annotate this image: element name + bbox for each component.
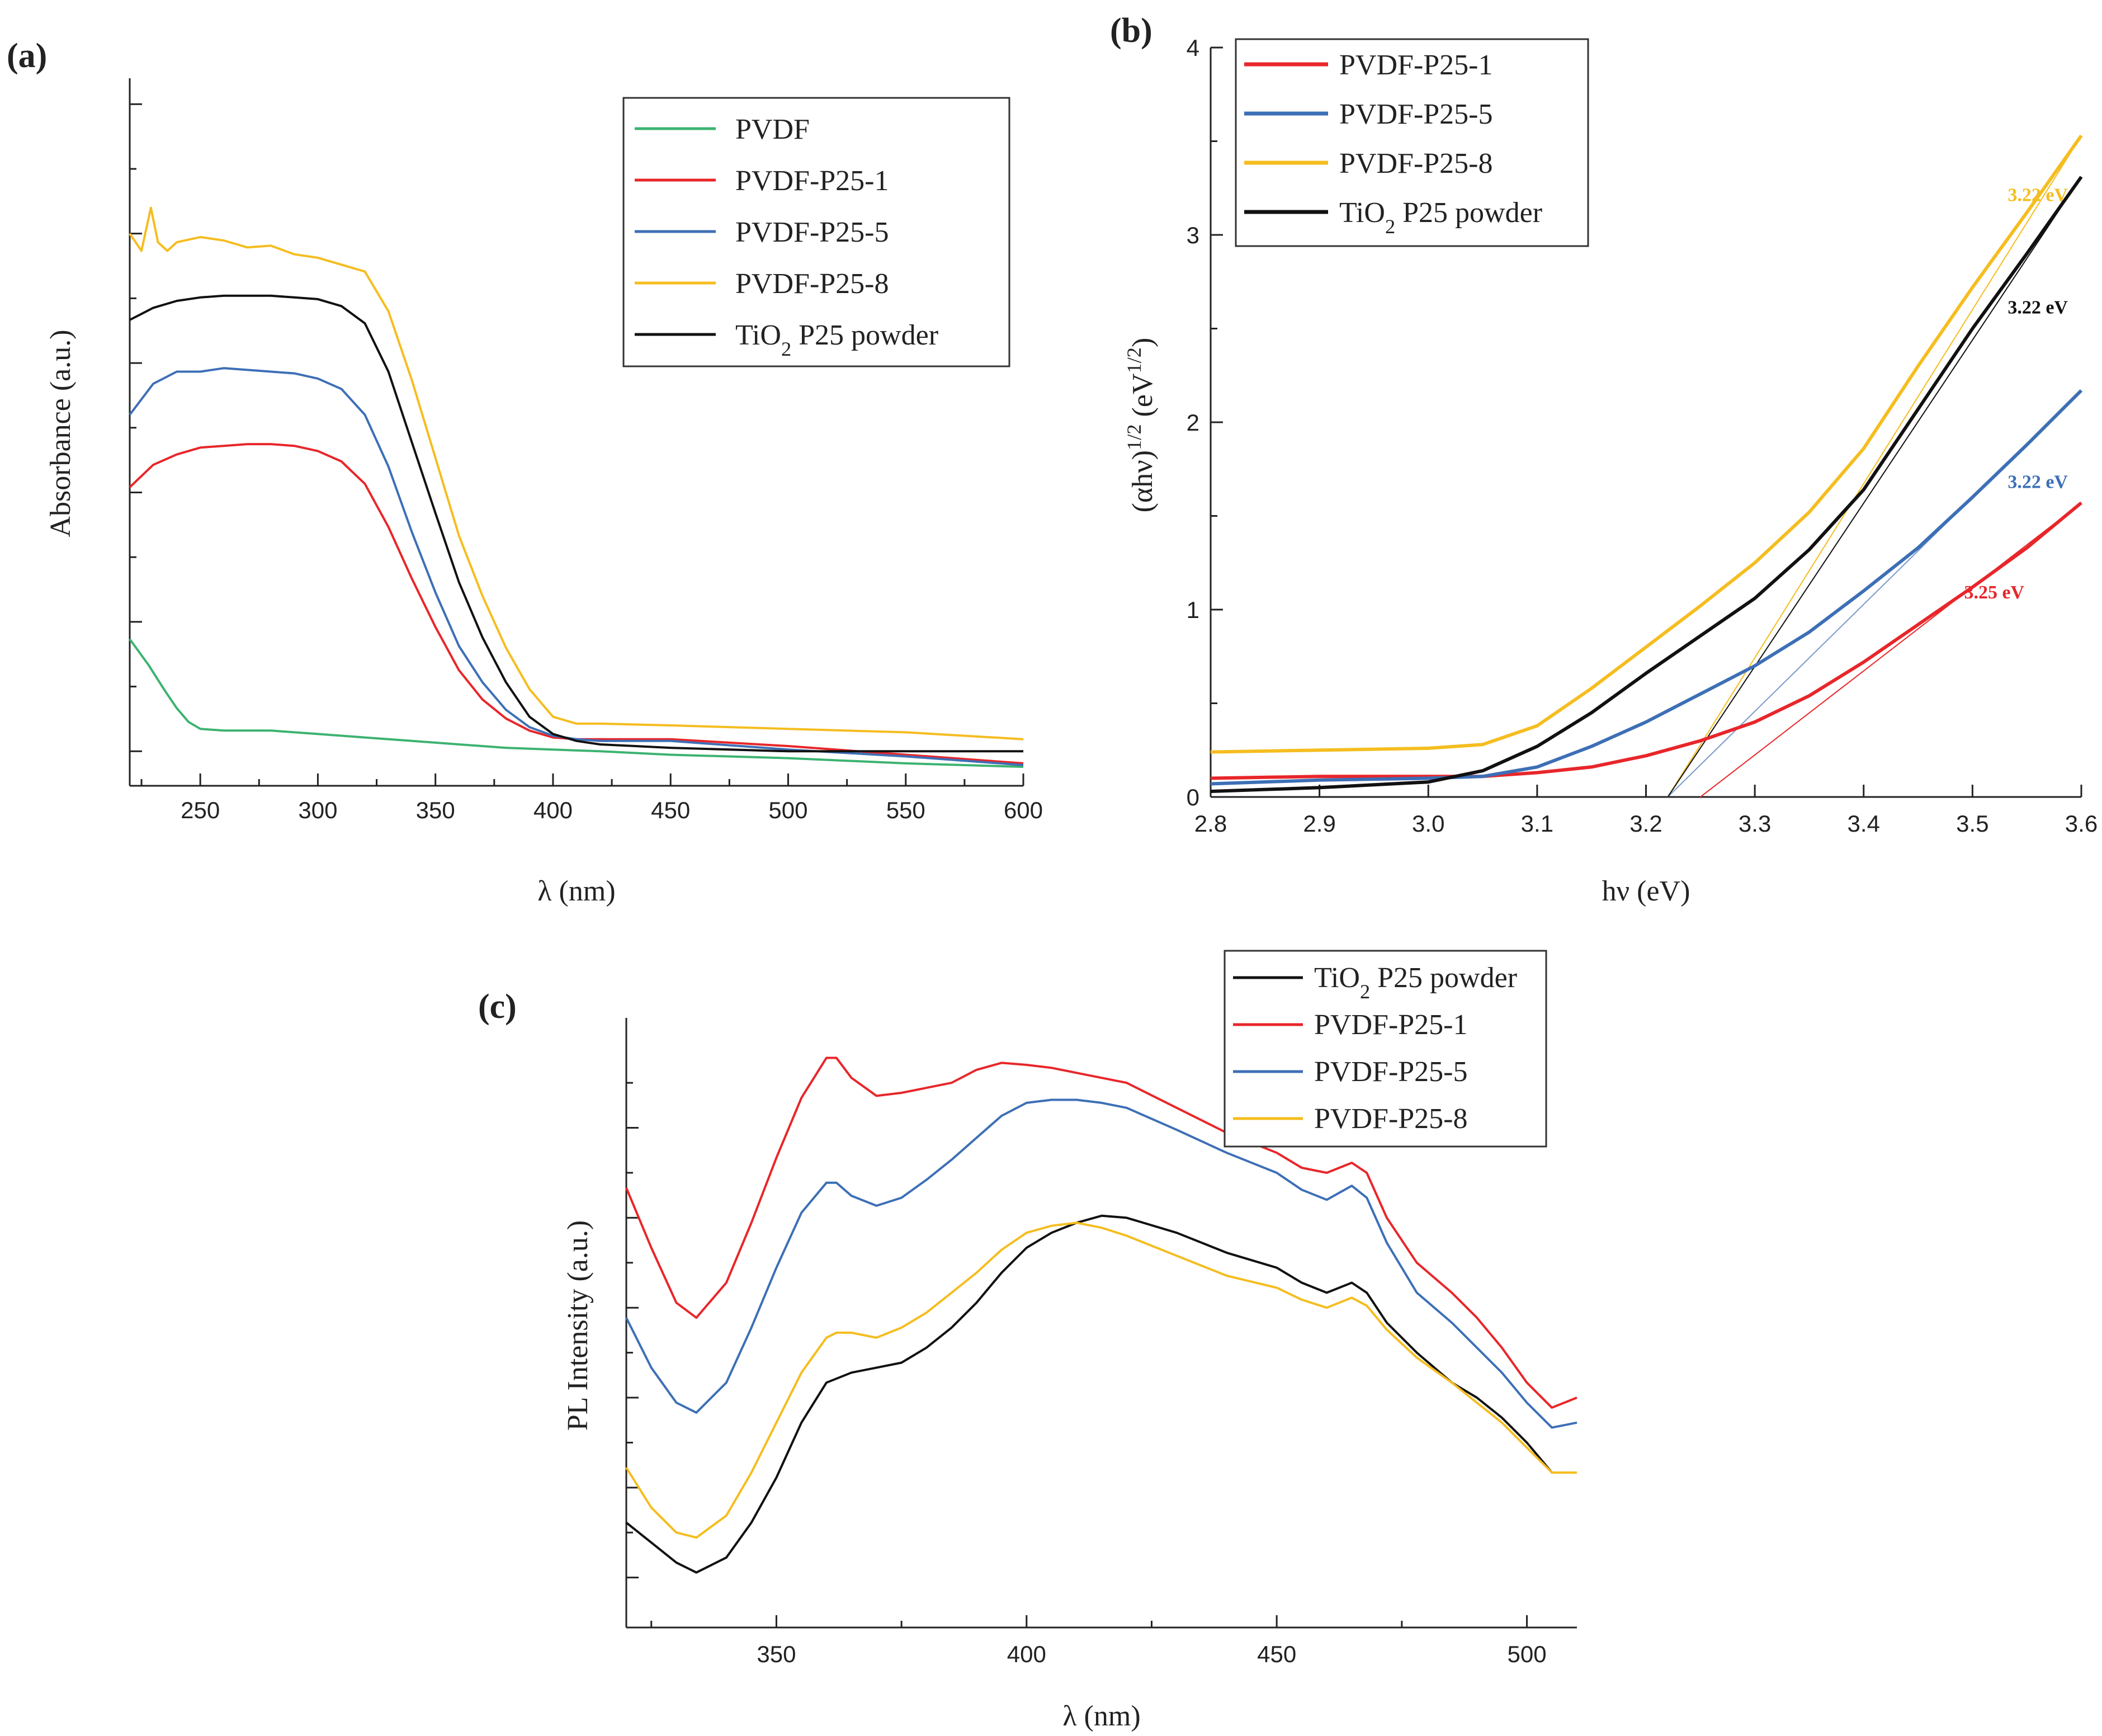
a-x-tick-label: 400 <box>533 797 573 823</box>
b-x-tick-label: 3.0 <box>1412 810 1444 837</box>
b-series-1 <box>1210 389 2083 786</box>
a-x-tick-label: 450 <box>651 797 690 823</box>
a-x-tick-label: 250 <box>181 797 220 823</box>
b-x-tick-label: 3.4 <box>1848 810 1880 837</box>
b-tangent-line-3 <box>1667 176 2082 798</box>
a-panel-label: (a) <box>7 37 47 75</box>
b-y-tick-label: 2 <box>1187 409 1199 436</box>
a-legend-label: TiO2 P25 powder <box>735 319 938 360</box>
c-legend-box <box>1224 950 1547 1148</box>
b-x-tick-label: 3.6 <box>2065 810 2098 837</box>
b-panel-label: (b) <box>1110 12 1152 50</box>
a-legend-label: PVDF-P25-5 <box>735 216 889 248</box>
c-legend-label: TiO2 P25 powder <box>1314 962 1517 1003</box>
a-series-2 <box>129 367 1024 766</box>
b-legend-label: PVDF-P25-8 <box>1339 148 1493 180</box>
a-x-axis-title: λ (nm) <box>537 875 615 907</box>
b-x-tick-label: 3.2 <box>1629 810 1662 837</box>
b-x-tick-label: 2.8 <box>1194 810 1227 837</box>
a-series-1 <box>129 443 1024 765</box>
b-legend-label: PVDF-P25-1 <box>1339 49 1493 81</box>
b-y-tick-label: 0 <box>1187 784 1199 810</box>
a-series-3 <box>129 206 1024 740</box>
b-annotation-0: 3.22 eV <box>2007 185 2068 206</box>
a-x-tick-label: 350 <box>416 797 455 823</box>
b-y-tick-label: 4 <box>1187 35 1199 61</box>
b-legend-label: PVDF-P25-5 <box>1339 98 1493 130</box>
c-legend-label: PVDF-P25-8 <box>1314 1103 1468 1135</box>
b-annotation-1: 3.22 eV <box>2007 298 2068 318</box>
a-legend-label: PVDF-P25-8 <box>735 268 889 300</box>
b-y-axis-title: (αhν)1/2 (eV1/2) <box>1123 338 1159 513</box>
b-x-tick-label: 3.5 <box>1956 810 1988 837</box>
a-series-4 <box>129 294 1023 753</box>
c-legend-label: PVDF-P25-1 <box>1314 1009 1468 1041</box>
c-series-0 <box>625 1214 1577 1574</box>
b-series-2 <box>1210 134 2083 754</box>
b-tangent-line-0 <box>1700 502 2082 798</box>
c-x-tick-label: 350 <box>757 1641 796 1667</box>
c-y-axis-title: PL Intensity (a.u.) <box>562 1220 594 1431</box>
b-legend-label: TiO2 P25 powder <box>1339 197 1542 238</box>
c-series-3 <box>625 1221 1577 1539</box>
b-x-tick-label: 2.9 <box>1303 810 1335 837</box>
b-y-tick-label: 1 <box>1187 597 1199 623</box>
b-annotation-3: 3.25 eV <box>1964 582 2024 603</box>
c-x-axis-title: λ (nm) <box>1062 1700 1140 1732</box>
a-x-tick-label: 550 <box>886 797 925 823</box>
c-x-tick-label: 450 <box>1257 1641 1296 1667</box>
c-panel-label: (c) <box>478 988 517 1026</box>
c-legend-label: PVDF-P25-5 <box>1314 1056 1468 1088</box>
b-y-tick-label: 3 <box>1187 222 1199 248</box>
a-x-tick-label: 500 <box>768 797 807 823</box>
b-tangent-line-2 <box>1667 135 2082 798</box>
c-series-1 <box>625 1056 1577 1409</box>
b-annotation-2: 3.22 eV <box>2007 471 2068 492</box>
b-series-0 <box>1210 501 2082 780</box>
c-series-2 <box>625 1098 1577 1429</box>
a-legend-label: PVDF <box>735 114 810 145</box>
a-x-tick-label: 300 <box>298 797 337 823</box>
b-x-axis-title: hν (eV) <box>1602 875 1690 907</box>
a-y-axis-title: Absorbance (a.u.) <box>45 329 77 537</box>
a-legend-label: PVDF-P25-1 <box>735 165 889 197</box>
a-x-tick-label: 600 <box>1004 797 1043 823</box>
b-x-tick-label: 3.1 <box>1521 810 1553 837</box>
b-series-3 <box>1210 176 2083 793</box>
b-x-tick-label: 3.3 <box>1739 810 1771 837</box>
c-x-tick-label: 400 <box>1007 1641 1046 1667</box>
a-series-0 <box>129 638 1024 768</box>
c-x-tick-label: 500 <box>1507 1641 1546 1667</box>
